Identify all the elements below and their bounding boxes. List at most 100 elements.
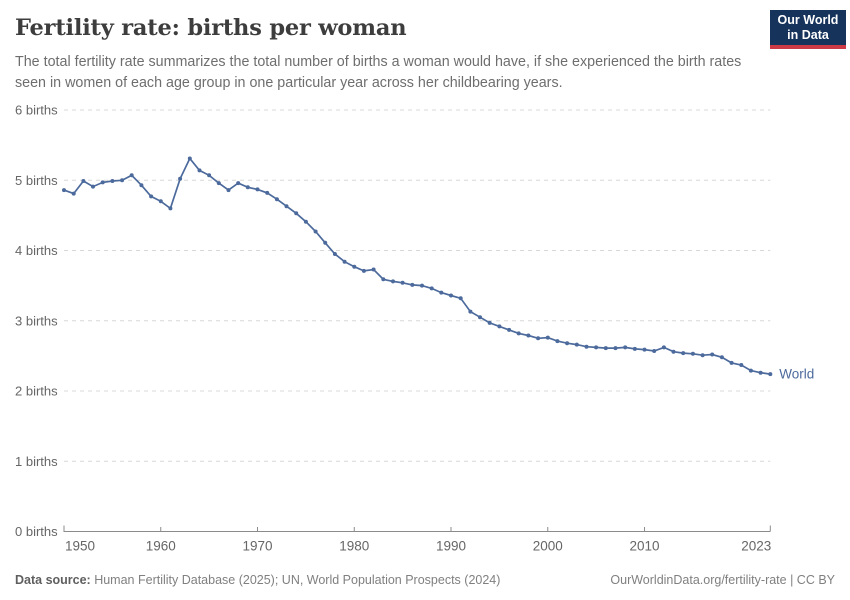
data-point[interactable] xyxy=(255,187,260,192)
data-point[interactable] xyxy=(313,229,318,234)
series-end-label: World xyxy=(779,367,814,382)
x-axis-tick-label: 1960 xyxy=(146,539,176,554)
owid-logo-line2: in Data xyxy=(787,27,829,42)
data-point[interactable] xyxy=(487,320,492,325)
data-point[interactable] xyxy=(323,240,328,245)
data-point[interactable] xyxy=(342,259,347,264)
y-axis-tick-label: 3 births xyxy=(15,313,58,328)
data-point[interactable] xyxy=(158,199,163,204)
data-point[interactable] xyxy=(168,206,173,211)
data-point[interactable] xyxy=(226,188,231,193)
data-point[interactable] xyxy=(710,352,715,357)
data-point[interactable] xyxy=(62,188,66,193)
data-point[interactable] xyxy=(758,370,763,375)
chart-plot-area[interactable] xyxy=(64,98,770,532)
x-axis-tick-label: 2010 xyxy=(629,539,659,554)
data-point[interactable] xyxy=(478,315,482,320)
data-point[interactable] xyxy=(332,252,337,256)
data-point[interactable] xyxy=(429,286,434,291)
data-point[interactable] xyxy=(100,180,105,185)
data-point[interactable] xyxy=(129,173,134,178)
data-point[interactable] xyxy=(652,349,657,353)
data-point[interactable] xyxy=(526,333,531,338)
data-point[interactable] xyxy=(623,345,628,350)
data-source-note: Data source: Human Fertility Database (2… xyxy=(15,573,500,587)
data-point[interactable] xyxy=(197,168,202,173)
data-point[interactable] xyxy=(603,346,608,351)
x-axis-tick-label: 1980 xyxy=(339,539,369,554)
y-axis-tick-label: 1 births xyxy=(15,454,58,469)
x-axis-tick-label: 1950 xyxy=(65,539,95,554)
data-point[interactable] xyxy=(71,191,76,196)
y-axis-tick-label: 6 births xyxy=(15,103,58,118)
data-point[interactable] xyxy=(748,368,753,373)
data-point[interactable] xyxy=(719,355,724,360)
data-point[interactable] xyxy=(439,290,444,295)
data-point[interactable] xyxy=(768,372,773,377)
data-point[interactable] xyxy=(613,346,618,351)
data-point[interactable] xyxy=(661,345,666,350)
data-point[interactable] xyxy=(236,181,241,186)
data-point[interactable] xyxy=(574,342,579,347)
data-point[interactable] xyxy=(81,179,86,183)
data-point[interactable] xyxy=(420,283,424,288)
data-point[interactable] xyxy=(303,219,308,224)
data-point[interactable] xyxy=(381,277,386,282)
data-point[interactable] xyxy=(536,336,541,341)
data-point[interactable] xyxy=(507,327,512,332)
data-point[interactable] xyxy=(245,185,250,190)
data-point[interactable] xyxy=(120,178,125,183)
y-axis-tick-label: 4 births xyxy=(15,243,58,258)
data-point[interactable] xyxy=(361,268,366,273)
data-point[interactable] xyxy=(110,179,115,183)
data-point[interactable] xyxy=(187,156,192,161)
y-axis-tick-label: 5 births xyxy=(15,173,58,188)
data-point[interactable] xyxy=(681,351,686,356)
data-point[interactable] xyxy=(294,211,299,216)
data-point[interactable] xyxy=(516,331,521,336)
data-point[interactable] xyxy=(642,347,647,352)
x-axis-tick-label: 1990 xyxy=(436,539,466,554)
data-point[interactable] xyxy=(594,345,599,350)
data-point[interactable] xyxy=(565,341,570,346)
data-point[interactable] xyxy=(449,293,453,298)
chart-footer: Data source: Human Fertility Database (2… xyxy=(0,573,850,587)
data-point[interactable] xyxy=(410,282,415,287)
data-point[interactable] xyxy=(468,309,473,314)
data-point[interactable] xyxy=(274,197,279,202)
x-axis-tick-label: 1970 xyxy=(242,539,272,554)
data-point[interactable] xyxy=(139,183,144,188)
x-axis-tick-label: 2000 xyxy=(533,539,563,554)
data-point[interactable] xyxy=(284,204,289,209)
data-point[interactable] xyxy=(555,339,560,344)
data-point[interactable] xyxy=(391,279,395,284)
data-point[interactable] xyxy=(207,173,212,178)
data-point[interactable] xyxy=(265,190,270,195)
data-point[interactable] xyxy=(700,353,705,358)
data-point[interactable] xyxy=(671,349,676,354)
data-point[interactable] xyxy=(729,360,734,365)
data-point[interactable] xyxy=(91,184,95,189)
data-point[interactable] xyxy=(497,324,502,329)
data-point[interactable] xyxy=(458,296,463,301)
x-axis-tick-label: 2023 xyxy=(741,539,771,554)
y-axis-tick-label: 0 births xyxy=(15,524,58,539)
data-point[interactable] xyxy=(352,264,357,269)
data-point[interactable] xyxy=(584,344,589,349)
data-point[interactable] xyxy=(400,280,405,285)
owid-logo[interactable]: Our World in Data xyxy=(770,10,846,49)
y-axis-tick-label: 2 births xyxy=(15,384,58,399)
data-point[interactable] xyxy=(178,176,183,181)
page-title: Fertility rate: births per woman xyxy=(15,15,407,41)
chart-subtitle: The total fertility rate summarizes the … xyxy=(15,54,742,91)
data-point[interactable] xyxy=(545,335,550,340)
owid-logo-line1: Our World xyxy=(777,12,839,27)
data-point[interactable] xyxy=(149,194,154,199)
data-point[interactable] xyxy=(216,181,221,186)
data-point[interactable] xyxy=(632,346,637,351)
license-link[interactable]: OurWorldinData.org/fertility-rate | CC B… xyxy=(610,573,835,587)
data-point[interactable] xyxy=(371,267,376,272)
data-point[interactable] xyxy=(739,363,744,367)
data-point[interactable] xyxy=(690,351,695,356)
